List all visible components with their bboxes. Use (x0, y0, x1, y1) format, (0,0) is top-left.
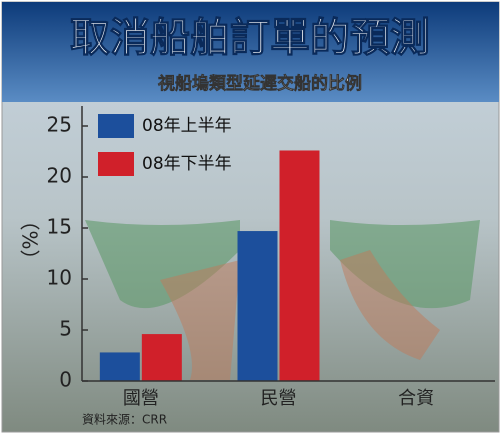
bar (237, 231, 278, 381)
ship-right (330, 220, 480, 309)
header-band (2, 2, 499, 102)
legend-label: 08年下半年 (142, 154, 232, 174)
source-note: 資料來源：CRR (82, 413, 167, 427)
bar (279, 150, 320, 381)
x-tick-label: 合資 (398, 388, 434, 409)
bar (141, 334, 182, 381)
legend-swatch (98, 114, 134, 138)
y-tick-label: 5 (59, 317, 72, 341)
ship-left (85, 220, 240, 309)
bar (99, 352, 140, 381)
y-tick-label: 15 (47, 215, 72, 239)
y-tick-label: 20 (47, 164, 72, 188)
chart-subtitle: 視船塢類型延遲交船的比例 (157, 73, 362, 94)
x-tick-label: 民營 (261, 388, 297, 409)
chart-title: 取消船舶訂單的預測 (70, 15, 430, 61)
legend-swatch (98, 152, 134, 176)
hull-right (340, 250, 440, 360)
legend-label: 08年上半年 (142, 116, 232, 136)
y-tick-label: 0 (59, 368, 72, 392)
hull-left (160, 260, 240, 380)
y-tick-label: 25 (47, 113, 72, 137)
x-tick-label: 國營 (123, 388, 159, 409)
y-tick-label: 10 (47, 266, 72, 290)
y-axis-label: （%） (18, 210, 42, 269)
